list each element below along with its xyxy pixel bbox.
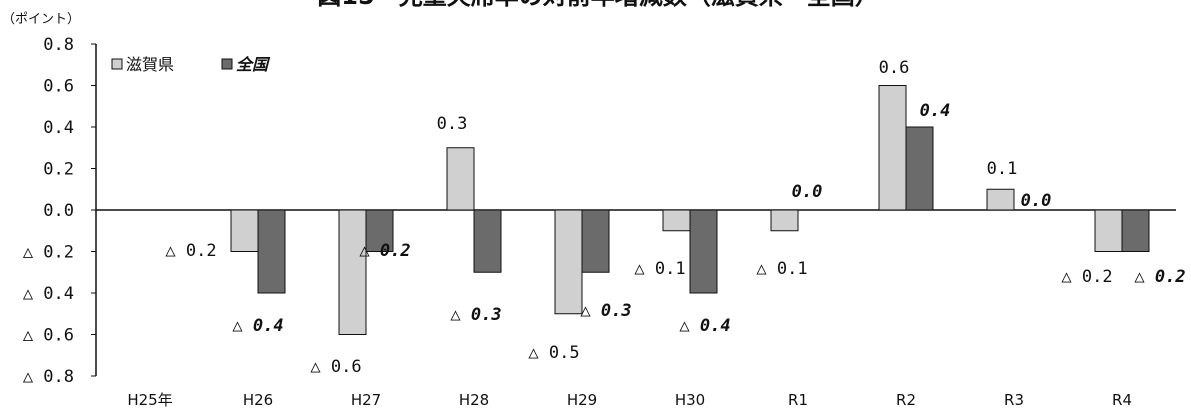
data-label-shiga: △ 0.5 [528, 343, 579, 363]
x-category-label: H26 [243, 391, 273, 409]
data-label-shiga: △ 0.2 [165, 241, 216, 261]
x-axis-categories: H25年 H26 H27 H28 H29 H30 R1 R2 R3 R4 [127, 391, 1132, 409]
bar-national [365, 209, 394, 252]
legend-swatch [111, 58, 123, 70]
x-category-label: H28 [459, 391, 489, 409]
x-category-label: R1 [788, 391, 808, 409]
data-label-shiga: 0.6 [879, 58, 910, 78]
x-category-label: R4 [1112, 391, 1132, 409]
legend-label: 全国 [236, 55, 271, 74]
bar-national [257, 209, 286, 294]
bar-national [473, 209, 502, 273]
data-labels-group: △ 0.2 △ 0.6 0.3 △ 0.5 △ 0.1 △ 0.1 0.6 0.1 △ 0.2 △… [165, 58, 1185, 377]
bar-national [905, 126, 934, 211]
bar-shiga [878, 85, 907, 211]
x-category-label: H27 [351, 391, 381, 409]
bar-shiga [986, 188, 1015, 211]
x-category-label: H29 [567, 391, 597, 409]
legend-label: 滋賀県 [126, 55, 174, 74]
data-label-shiga: △ 0.1 [756, 259, 807, 279]
bar-shiga [1094, 209, 1123, 252]
x-category-label: R2 [896, 391, 916, 409]
bar-national [689, 209, 718, 294]
y-tick-label: 0.4 [43, 118, 74, 138]
data-label-national: △ 0.4 [232, 316, 283, 336]
x-category-label: R3 [1004, 391, 1024, 409]
y-axis-unit-label: （ポイント） [2, 12, 80, 27]
chart-title: 図15 児童欠席率の対前年増減数（滋賀県・全国） [317, 0, 878, 10]
bar-national [1121, 209, 1150, 252]
bar-shiga [554, 209, 583, 315]
x-category-label: H30 [675, 391, 705, 409]
bar-national [581, 209, 610, 273]
x-category-label: H25年 [127, 391, 172, 409]
data-label-national: 0.0 [792, 182, 823, 202]
bar-shiga [446, 147, 475, 211]
y-axis-ticks: 0.8 0.6 0.4 0.2 0.0 △ 0.2 △ 0.4 △ 0.6 △ 0.8 [23, 35, 96, 387]
bar-shiga [770, 209, 799, 232]
data-label-national: 0.0 [1021, 191, 1052, 211]
y-tick-label: 0.2 [43, 160, 74, 180]
data-label-national: △ 0.2 [1134, 267, 1185, 287]
y-tick-label: △ 0.4 [23, 284, 74, 304]
data-label-shiga: 0.1 [987, 159, 1018, 179]
data-label-national: △ 0.4 [679, 316, 730, 336]
bar-shiga [230, 209, 259, 252]
legend-swatch [221, 58, 233, 70]
y-tick-label: △ 0.6 [23, 326, 74, 346]
data-label-national: △ 0.3 [580, 301, 631, 321]
data-label-national: △ 0.2 [359, 241, 410, 261]
data-label-shiga: △ 0.6 [310, 357, 361, 377]
data-label-shiga: △ 0.1 [634, 259, 685, 279]
bar-shiga [338, 209, 367, 335]
data-label-shiga: 0.3 [437, 114, 468, 134]
bars-group [230, 85, 1150, 335]
y-tick-label: 0.0 [43, 201, 74, 221]
bar-shiga [662, 209, 691, 232]
data-label-national: △ 0.3 [450, 305, 501, 325]
data-label-shiga: △ 0.2 [1061, 267, 1112, 287]
y-tick-label: 0.6 [43, 77, 74, 97]
y-tick-label: 0.8 [43, 35, 74, 55]
data-label-national: 0.4 [920, 101, 951, 121]
legend: 滋賀県 全国 [111, 55, 271, 74]
y-tick-label: △ 0.2 [23, 243, 74, 263]
y-tick-label: △ 0.8 [23, 367, 74, 387]
